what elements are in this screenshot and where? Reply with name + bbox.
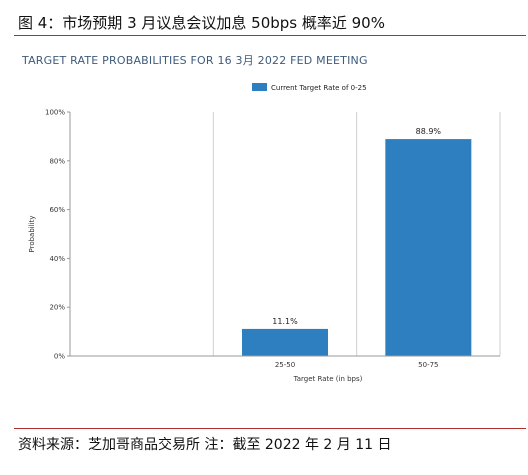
x-tick-label: 50-75	[418, 361, 438, 369]
x-axis-ticks: 25-50 50-75	[275, 361, 439, 369]
y-tick-label: 100%	[45, 109, 65, 117]
y-tick-label: 0%	[54, 353, 65, 361]
y-axis-label: Probability	[28, 215, 36, 252]
legend: Current Target Rate of 0-25	[252, 83, 367, 92]
source-note: 资料来源：芝加哥商品交易所 注：截至 2022 年 2 月 11 日	[18, 437, 392, 453]
bars	[242, 139, 472, 356]
x-axis-label: Target Rate (in bps)	[293, 375, 363, 383]
data-label: 11.1%	[272, 317, 298, 326]
legend-swatch	[252, 83, 267, 91]
y-tick-label: 20%	[49, 304, 65, 312]
top-rule	[14, 35, 526, 36]
bar	[242, 328, 328, 356]
chart-title: TARGET RATE PROBABILITIES FOR 16 3月 2022…	[21, 54, 368, 67]
y-tick-label: 40%	[49, 255, 65, 263]
y-axis-ticks: 0% 20% 40% 60% 80% 100%	[45, 109, 70, 361]
bottom-rule	[14, 428, 526, 429]
grid	[212, 112, 501, 356]
legend-label: Current Target Rate of 0-25	[271, 84, 367, 92]
figure-title: 图 4：市场预期 3 月议息会议加息 50bps 概率近 90%	[18, 14, 385, 32]
data-labels: 11.1% 88.9%	[272, 127, 441, 326]
data-label: 88.9%	[416, 127, 442, 136]
y-tick-label: 80%	[49, 157, 65, 165]
y-tick-label: 60%	[49, 206, 65, 214]
x-tick-label: 25-50	[275, 361, 295, 369]
bar	[385, 139, 472, 356]
